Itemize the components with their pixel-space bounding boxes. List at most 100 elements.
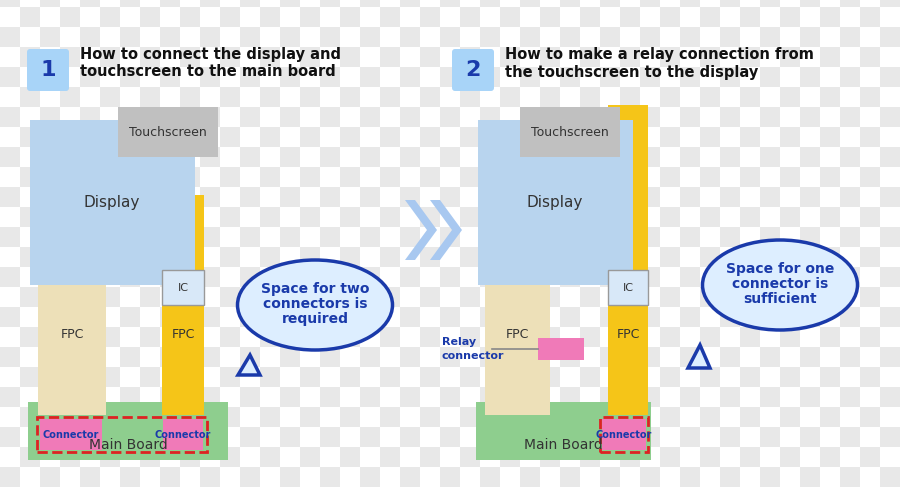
Bar [740,287,760,307]
Bar [560,427,580,447]
Bar [160,207,180,227]
Bar [180,87,200,107]
Bar [740,67,760,87]
Bar [280,67,300,87]
Bar [660,27,680,47]
Bar [520,467,540,487]
Bar [400,207,420,227]
Bar [20,207,40,227]
Bar [580,147,600,167]
Text: 2: 2 [465,60,481,80]
Bar [400,7,420,27]
Text: connectors is: connectors is [263,297,367,311]
Bar [540,127,560,147]
Bar [340,307,360,327]
Bar [160,0,180,7]
Bar [280,107,300,127]
Bar [640,467,660,487]
Bar [240,427,260,447]
Bar [660,267,680,287]
Bar [340,387,360,407]
Bar [380,67,400,87]
Bar [20,427,40,447]
Bar [180,207,200,227]
Bar [360,327,380,347]
Bar [120,447,140,467]
Bar [180,187,200,207]
Bar [120,247,140,267]
Bar [820,447,840,467]
Bar [780,447,800,467]
Bar [300,247,320,267]
Bar [0,0,20,7]
Bar [180,447,200,467]
Bar [700,67,720,87]
Bar [60,107,80,127]
Bar [260,467,280,487]
Bar [860,227,880,247]
Bar [220,87,240,107]
Bar [300,67,320,87]
Bar [0,387,20,407]
Bar [680,327,700,347]
Bar [200,207,220,227]
Bar [700,347,720,367]
Bar [760,247,780,267]
Bar [80,7,100,27]
Bar [800,407,820,427]
Bar [600,407,620,427]
Bar [660,307,680,327]
Bar [560,287,580,307]
Bar [560,207,580,227]
Bar [80,0,100,7]
Bar [420,347,440,367]
Bar [37,417,207,452]
Bar [800,287,820,307]
Bar [140,427,160,447]
Text: FPC: FPC [171,329,194,341]
Bar [740,187,760,207]
Bar [720,467,740,487]
Bar [780,107,800,127]
Bar [760,447,780,467]
Bar [20,307,40,327]
Bar [460,7,480,27]
Bar [580,167,600,187]
Bar [740,147,760,167]
Bar [780,467,800,487]
Bar [120,127,140,147]
Bar [200,387,220,407]
Bar [80,287,100,307]
Bar [40,387,60,407]
Bar [180,227,200,247]
Bar [220,227,240,247]
Bar [20,27,40,47]
Bar [300,107,320,127]
Bar [380,427,400,447]
Bar [30,120,195,285]
Bar [220,327,240,347]
Bar [760,187,780,207]
Bar [620,7,640,27]
Bar [500,47,520,67]
Bar [140,187,160,207]
Bar [420,247,440,267]
FancyBboxPatch shape [452,49,494,91]
Bar [800,7,820,27]
Bar [680,407,700,427]
Bar [560,247,580,267]
Bar [400,267,420,287]
Bar [320,227,340,247]
Bar [200,407,220,427]
Bar [160,67,180,87]
Bar [720,67,740,87]
Bar [580,67,600,87]
Bar [740,7,760,27]
Bar [180,247,200,267]
Bar [300,387,320,407]
Bar [340,187,360,207]
Bar [380,307,400,327]
Bar [580,307,600,327]
Bar [300,87,320,107]
Bar [780,427,800,447]
